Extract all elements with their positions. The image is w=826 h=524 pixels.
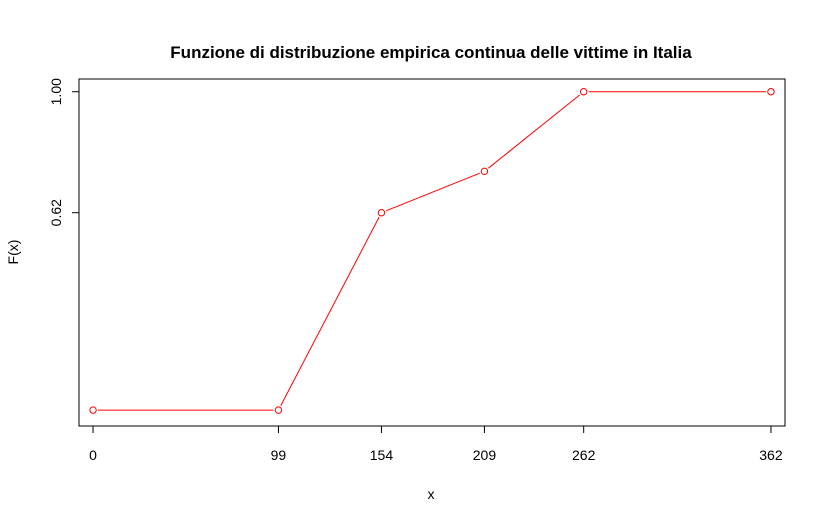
data-point (89, 406, 97, 414)
series-segment (488, 94, 581, 169)
x-axis-label: x (428, 486, 435, 502)
series-segment (385, 172, 480, 212)
y-tick-label: 0.62 (48, 199, 64, 226)
data-point (579, 88, 588, 96)
data-point (377, 209, 386, 217)
y-axis-label: F(x) (5, 240, 21, 265)
series-segment (280, 216, 380, 406)
y-tick-label: 1.00 (48, 78, 64, 105)
x-tick-label: 0 (89, 447, 97, 463)
x-axis: 0 99 154 209 262 362 (89, 425, 783, 463)
data-point (274, 406, 283, 414)
y-axis: 0.62 1.00 (48, 78, 80, 226)
x-tick-label: 362 (759, 447, 783, 463)
x-tick-label: 262 (572, 447, 596, 463)
data-point (767, 88, 775, 96)
x-tick-label: 209 (473, 447, 497, 463)
data-point (480, 167, 489, 176)
chart-title: Funzione di distribuzione empirica conti… (170, 43, 692, 62)
plot-frame (78, 78, 786, 427)
x-tick-label: 99 (271, 447, 287, 463)
x-tick-label: 154 (370, 447, 394, 463)
series-layer (89, 88, 775, 414)
